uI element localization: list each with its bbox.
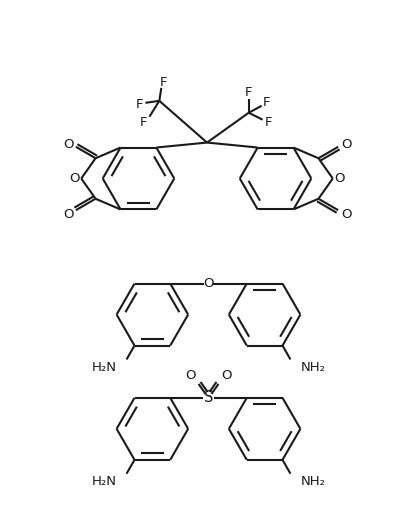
Text: F: F [140,116,147,129]
Text: O: O [64,208,74,221]
Text: H₂N: H₂N [92,361,116,374]
Text: O: O [341,208,352,221]
Text: O: O [185,370,196,382]
Text: O: O [334,172,345,185]
Text: NH₂: NH₂ [300,475,326,488]
Text: O: O [221,370,232,382]
Text: S: S [204,390,213,406]
Text: O: O [69,172,80,185]
Text: H₂N: H₂N [92,475,116,488]
Text: F: F [245,86,253,99]
Text: NH₂: NH₂ [300,361,326,374]
Text: O: O [64,138,74,152]
Text: F: F [265,116,272,129]
Text: O: O [203,277,214,290]
Text: O: O [341,138,352,152]
Text: F: F [136,98,143,111]
Text: F: F [263,96,270,109]
Text: F: F [160,76,167,89]
